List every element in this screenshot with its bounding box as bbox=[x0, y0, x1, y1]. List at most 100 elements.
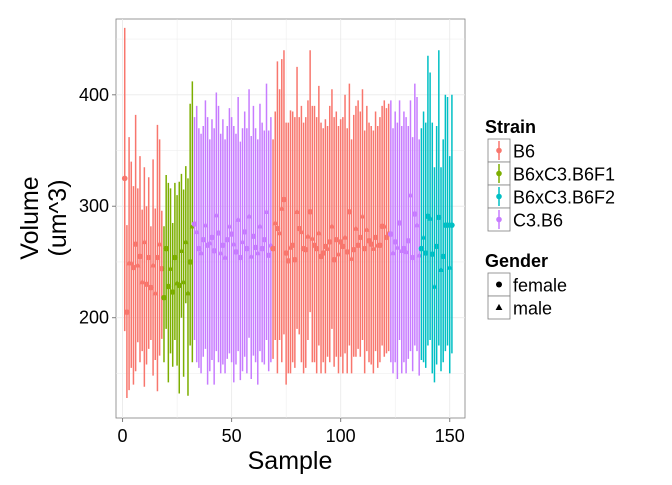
legend-item-strain: B6xC3.B6F1 bbox=[487, 161, 615, 186]
legend-key-dot bbox=[496, 147, 502, 154]
data-point-female bbox=[337, 239, 344, 245]
data-point-male bbox=[437, 266, 445, 273]
data-point-female bbox=[209, 234, 215, 241]
data-point-male bbox=[256, 223, 264, 229]
data-point-male bbox=[222, 254, 229, 260]
series-b6 bbox=[121, 27, 165, 398]
data-point-female bbox=[405, 237, 412, 244]
data-point-female bbox=[165, 283, 172, 290]
data-point-male bbox=[193, 228, 200, 235]
data-point-male bbox=[407, 191, 414, 198]
data-point-male bbox=[363, 226, 370, 232]
data-point-female bbox=[145, 254, 152, 261]
data-point-female bbox=[250, 233, 257, 240]
data-point-male bbox=[278, 205, 285, 211]
data-point-male bbox=[180, 278, 187, 285]
data-point-female bbox=[283, 250, 289, 256]
data-point-male bbox=[389, 249, 397, 256]
data-point-male bbox=[156, 240, 163, 247]
data-point-female bbox=[211, 248, 217, 254]
data-point-female bbox=[368, 241, 375, 247]
data-point-male bbox=[248, 253, 255, 259]
legend-item-gender: female bbox=[487, 272, 567, 297]
y-tick-label: 400 bbox=[79, 85, 109, 105]
data-point-female bbox=[121, 175, 128, 182]
data-point-male bbox=[403, 248, 410, 255]
x-tick-label: 0 bbox=[118, 426, 128, 446]
series-c3-b6 bbox=[388, 83, 423, 379]
data-point-male bbox=[128, 259, 135, 266]
data-point-male bbox=[328, 223, 335, 229]
data-point-male bbox=[315, 229, 322, 236]
data-point-male bbox=[235, 216, 242, 222]
data-point-male bbox=[184, 289, 192, 296]
data-point-female bbox=[331, 256, 337, 263]
data-point-male bbox=[152, 289, 159, 296]
data-point-female bbox=[307, 209, 313, 215]
data-point-female bbox=[191, 221, 198, 227]
legend-key-circle bbox=[496, 281, 502, 288]
data-point-male bbox=[348, 255, 355, 261]
data-point-female bbox=[296, 225, 303, 232]
data-point-male bbox=[294, 208, 301, 215]
data-point-male bbox=[198, 249, 205, 256]
data-point-male bbox=[239, 238, 246, 245]
axis-layer: 0 50 100 150 200 300 400 bbox=[79, 85, 465, 446]
data-point-male bbox=[413, 221, 421, 228]
data-point-male bbox=[150, 262, 157, 268]
data-point-male bbox=[431, 283, 438, 289]
legend-item-strain: B6xC3.B6F2 bbox=[487, 184, 615, 209]
data-point-female bbox=[137, 253, 143, 260]
data-point-female bbox=[396, 220, 403, 226]
legend-label-strain: B6 bbox=[513, 142, 535, 162]
data-point-female bbox=[200, 236, 207, 243]
data-point-male bbox=[246, 213, 253, 219]
data-point-female bbox=[412, 211, 418, 217]
data-point-female bbox=[422, 250, 429, 256]
legend-key-dot bbox=[496, 170, 502, 177]
data-point-female bbox=[372, 234, 379, 241]
data-point-female bbox=[196, 245, 202, 252]
data-point-female bbox=[161, 294, 167, 301]
legend-label-gender: male bbox=[513, 299, 552, 319]
data-point-female bbox=[172, 254, 178, 261]
data-point-male bbox=[167, 265, 174, 271]
data-point-female bbox=[241, 229, 248, 235]
data-point-male bbox=[420, 234, 427, 240]
data-point-female bbox=[270, 245, 276, 252]
data-point-male bbox=[230, 240, 237, 247]
data-point-female bbox=[187, 259, 193, 265]
data-point-female bbox=[159, 265, 165, 272]
data-point-male bbox=[370, 245, 377, 251]
data-point-male bbox=[206, 239, 213, 246]
data-point-male bbox=[263, 208, 270, 215]
data-point-male bbox=[134, 262, 141, 268]
data-point-female bbox=[361, 245, 368, 252]
data-point-male bbox=[394, 244, 401, 250]
data-point-female bbox=[377, 242, 383, 249]
data-point-female bbox=[344, 249, 351, 255]
data-point-female bbox=[228, 231, 235, 237]
x-tick-label: 150 bbox=[435, 426, 465, 446]
data-point-female bbox=[176, 282, 183, 289]
legend-item-gender: male bbox=[487, 295, 552, 320]
data-point-female bbox=[233, 249, 239, 255]
data-point-female bbox=[436, 214, 442, 221]
data-point-female bbox=[130, 264, 137, 271]
data-point-male bbox=[276, 229, 283, 236]
data-point-female bbox=[292, 256, 298, 263]
data-point-female bbox=[409, 254, 416, 261]
data-point-male bbox=[359, 213, 366, 219]
data-point-male bbox=[217, 249, 224, 256]
data-point-male bbox=[341, 234, 349, 240]
legend-label-strain: C3.B6 bbox=[513, 211, 563, 231]
y-axis-label-line-2: (um^3) bbox=[44, 179, 72, 256]
data-layer bbox=[121, 27, 455, 398]
data-point-female bbox=[252, 244, 259, 251]
data-point-female bbox=[289, 242, 296, 249]
data-point-female bbox=[281, 196, 287, 203]
data-point-male bbox=[272, 219, 279, 226]
legend-key-triangle bbox=[495, 303, 503, 311]
x-tick-label: 50 bbox=[222, 426, 242, 446]
